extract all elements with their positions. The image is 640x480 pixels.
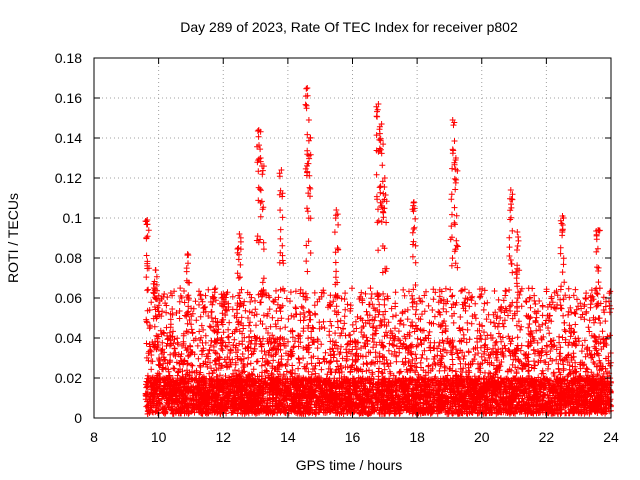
- y-tick-label: 0.04: [55, 330, 82, 346]
- y-tick-label: 0.1: [63, 210, 83, 226]
- x-tick-label: 14: [280, 429, 296, 445]
- y-tick-label: 0.02: [55, 370, 82, 386]
- plot-frame: [93, 57, 612, 419]
- x-tick-label: 20: [474, 429, 490, 445]
- y-tick-label: 0.18: [55, 50, 82, 66]
- x-axis-label: GPS time / hours: [296, 457, 403, 473]
- y-tick-label: 0.08: [55, 250, 82, 266]
- chart-title: Day 289 of 2023, Rate Of TEC Index for r…: [180, 19, 518, 35]
- y-tick-label: 0.16: [55, 90, 82, 106]
- x-tick-label: 16: [345, 429, 361, 445]
- x-tick-label: 22: [539, 429, 555, 445]
- y-axis-label: ROTI / TECUs: [5, 193, 21, 283]
- data-points: [142, 85, 614, 417]
- x-tick-label: 10: [151, 429, 167, 445]
- x-tick-label: 24: [603, 429, 619, 445]
- y-tick-label: 0: [74, 410, 82, 426]
- y-tick-label: 0.06: [55, 290, 82, 306]
- y-tick-label: 0.14: [55, 130, 82, 146]
- grid: [94, 58, 611, 418]
- axis-ticks: 8 10 12 14 16 18 20 22 24 0 0.02 0.04 0.06 0.08 0.1 0.1…: [55, 50, 619, 445]
- series-points: [142, 85, 614, 417]
- x-tick-label: 18: [409, 429, 425, 445]
- x-tick-label: 8: [90, 429, 98, 445]
- x-tick-label: 12: [215, 429, 231, 445]
- y-tick-label: 0.12: [55, 170, 82, 186]
